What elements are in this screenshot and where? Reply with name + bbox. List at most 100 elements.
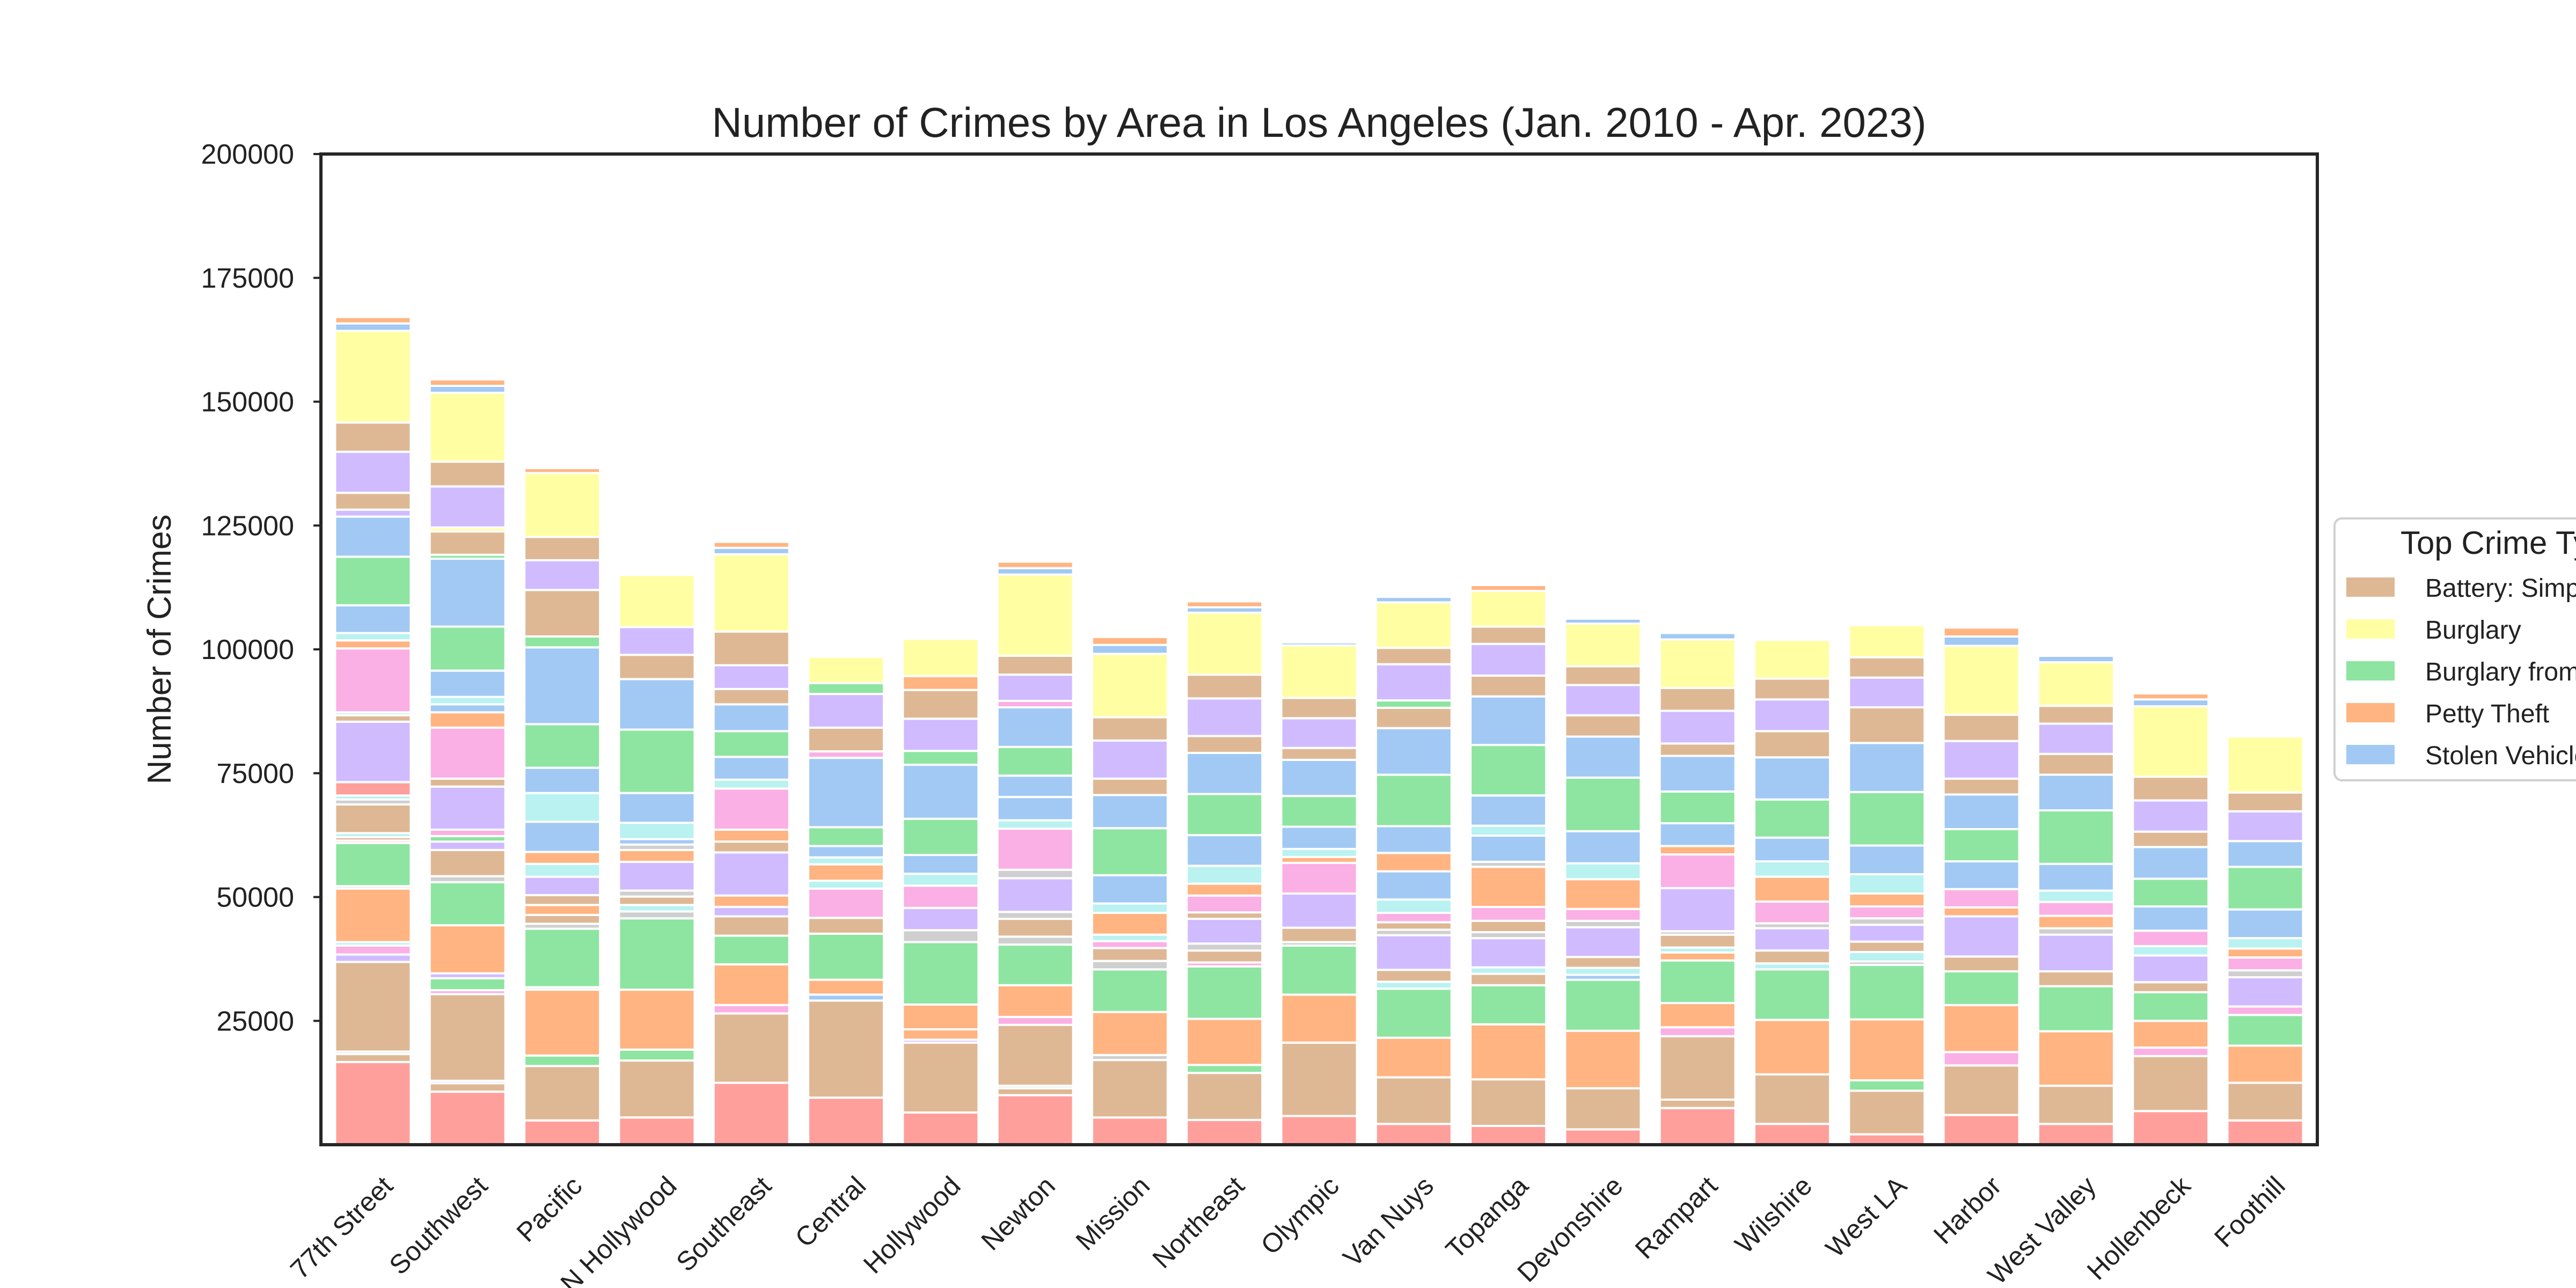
- bar-segment: [1374, 870, 1453, 901]
- y-tick-label: 200000: [201, 139, 294, 170]
- bar-segment: [618, 626, 696, 656]
- x-tick-label: Hollenbeck: [2081, 1170, 2197, 1285]
- x-tick-label: Harbor: [1928, 1170, 2007, 1250]
- bar-segment: [618, 895, 696, 906]
- bar-segment: [334, 639, 412, 650]
- x-tick-label: Topanga: [1440, 1170, 1534, 1264]
- bar-segment: [2226, 735, 2304, 794]
- bar-segment: [1658, 1107, 1737, 1146]
- bar-stack: [2037, 655, 2115, 1146]
- bar-segment: [428, 485, 507, 529]
- bar-segment: [428, 625, 507, 672]
- bar-segment: [1753, 900, 1831, 925]
- legend-swatch: [2346, 661, 2395, 680]
- bar-segment: [1280, 848, 1358, 858]
- bar-segment: [1753, 677, 1831, 701]
- bar-segment: [1280, 892, 1358, 929]
- bar-segment: [1753, 875, 1831, 903]
- bar-segment: [618, 792, 696, 824]
- bar-segment: [2037, 1030, 2115, 1087]
- bar-segment: [1280, 825, 1358, 850]
- bar-stack: [1848, 624, 1926, 1146]
- bar-segment: [334, 555, 412, 606]
- bar-segment: [2132, 1055, 2210, 1113]
- bar-segment: [523, 1065, 602, 1122]
- bar-segment: [334, 720, 412, 784]
- x-tick-label: Olympic: [1255, 1170, 1344, 1260]
- bar-segment: [2132, 705, 2210, 778]
- bar-stack: [712, 540, 791, 1146]
- bar-segment: [523, 559, 602, 591]
- bar-segment: [523, 536, 602, 561]
- bar-stack: [1564, 617, 1642, 1146]
- bar-segment: [334, 841, 412, 888]
- bar-segment: [1469, 642, 1548, 677]
- bar-stack: [1374, 596, 1453, 1146]
- bar-segment: [1658, 638, 1737, 689]
- bar-segment: [334, 316, 412, 325]
- bar-segment: [996, 774, 1074, 799]
- bar-stack: [428, 378, 507, 1146]
- x-tick-label: Wilshire: [1729, 1170, 1818, 1259]
- bar-stack: [807, 655, 885, 1146]
- bar-segment: [1469, 866, 1548, 908]
- bars-layer: [334, 316, 2304, 1146]
- bar-segment: [1848, 905, 1926, 920]
- bar-segment: [996, 877, 1074, 913]
- bar-segment: [1280, 993, 1358, 1044]
- bar-segment: [1469, 824, 1548, 837]
- bar-segment: [1658, 853, 1737, 889]
- bar-segment: [712, 687, 791, 706]
- x-tick-label: Hollywood: [858, 1170, 967, 1279]
- bar-segment: [1185, 697, 1264, 737]
- bar-segment: [807, 917, 885, 935]
- bar-segment: [618, 917, 696, 991]
- bar-segment: [1280, 795, 1358, 828]
- bar-segment: [2132, 981, 2210, 993]
- bar-segment: [2037, 773, 2115, 811]
- x-tick-label: Central: [789, 1170, 872, 1253]
- bar-segment: [334, 322, 412, 332]
- bar-segment: [428, 696, 507, 706]
- bar-segment: [428, 703, 507, 714]
- bar-segment: [1185, 865, 1264, 885]
- bar-segment: [1942, 828, 2021, 862]
- bar-segment: [712, 840, 791, 854]
- bar-segment: [618, 654, 696, 680]
- bar-segment: [1848, 1018, 1926, 1081]
- bar-segment: [902, 817, 980, 857]
- bar-segment: [1280, 945, 1358, 996]
- bar-segment: [1564, 623, 1642, 668]
- bar-segment: [1753, 639, 1831, 680]
- bar-segment: [1091, 947, 1169, 962]
- bar-segment: [902, 884, 980, 909]
- bar-segment: [523, 862, 602, 878]
- bar-segment: [334, 953, 412, 963]
- x-tick-label: 77th Street: [284, 1170, 399, 1285]
- bar-stack: [996, 560, 1074, 1146]
- bar-segment: [712, 778, 791, 790]
- bar-segment: [334, 515, 412, 558]
- bar-segment: [428, 924, 507, 975]
- bar-segment: [1564, 617, 1642, 625]
- bar-segment: [1280, 717, 1358, 749]
- bar-segment: [1564, 735, 1642, 779]
- bar-segment: [996, 655, 1074, 676]
- bar-segment: [807, 863, 885, 882]
- bar-segment: [1848, 676, 1926, 708]
- bar-segment: [1374, 852, 1453, 873]
- bar-stack: [2132, 692, 2210, 1146]
- bar-segment: [807, 1096, 885, 1146]
- bar-stack: [1658, 632, 1737, 1146]
- bar-segment: [1091, 960, 1169, 971]
- bar-segment: [1753, 949, 1831, 965]
- bar-segment: [1091, 653, 1169, 719]
- bar-segment: [1942, 777, 2021, 796]
- bar-segment: [1374, 699, 1453, 709]
- bar-segment: [902, 1111, 980, 1146]
- bar-segment: [1091, 874, 1169, 905]
- bar-segment: [1374, 601, 1453, 649]
- bar-segment: [1374, 921, 1453, 931]
- bar-segment: [1469, 794, 1548, 827]
- bar-segment: [428, 378, 507, 387]
